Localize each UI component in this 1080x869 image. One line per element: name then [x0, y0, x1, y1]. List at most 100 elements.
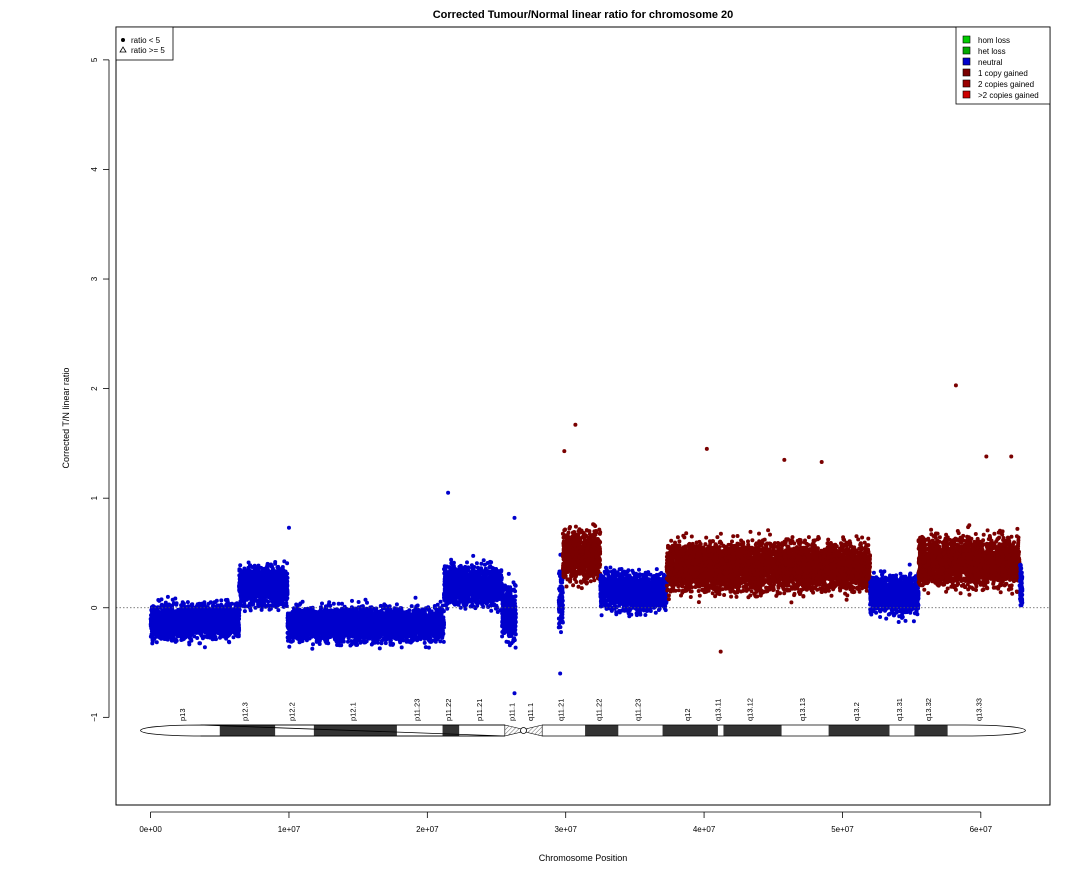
data-point	[205, 608, 209, 612]
data-point	[197, 641, 201, 645]
data-point	[247, 591, 251, 595]
data-point	[209, 613, 213, 617]
data-point	[251, 573, 255, 577]
data-point	[270, 570, 274, 574]
data-point	[162, 618, 166, 622]
data-point	[267, 590, 271, 594]
data-point	[151, 636, 155, 640]
data-point	[181, 609, 185, 613]
data-point	[226, 599, 230, 603]
data-point	[190, 603, 194, 607]
data-point	[166, 617, 170, 621]
data-point	[197, 610, 201, 614]
data-point	[230, 609, 234, 613]
data-point	[271, 603, 275, 607]
data-point	[234, 633, 238, 637]
data-point	[269, 564, 273, 568]
data-point	[423, 641, 427, 645]
data-point	[197, 630, 201, 634]
data-point	[257, 580, 261, 584]
data-point	[231, 620, 235, 624]
data-point	[271, 596, 275, 600]
data-point	[253, 570, 257, 574]
data-point	[239, 579, 243, 583]
data-point	[284, 593, 288, 597]
data-point	[301, 600, 305, 604]
x-axis-label: Chromosome Position	[539, 853, 628, 863]
data-point	[287, 645, 291, 649]
data-point	[152, 622, 156, 626]
data-point	[162, 629, 166, 633]
data-point	[257, 571, 261, 575]
data-point	[282, 605, 286, 609]
data-point	[278, 575, 282, 579]
data-point	[237, 621, 241, 625]
data-point	[266, 576, 270, 580]
data-point	[225, 623, 229, 627]
data-point	[186, 630, 190, 634]
data-point	[266, 571, 270, 575]
data-point	[243, 581, 247, 585]
data-point	[219, 598, 223, 602]
data-point	[151, 613, 155, 617]
data-point	[240, 593, 244, 597]
data-point	[158, 636, 162, 640]
data-point	[177, 612, 181, 616]
data-point	[239, 602, 243, 606]
data-point	[205, 622, 209, 626]
data-point	[155, 640, 159, 644]
data-point	[310, 647, 314, 651]
data-point	[370, 643, 374, 647]
data-point	[232, 628, 236, 632]
data-point	[160, 597, 164, 601]
data-point	[217, 631, 221, 635]
data-point	[282, 602, 286, 606]
chart-title: Corrected Tumour/Normal linear ratio for…	[433, 9, 734, 21]
data-point	[175, 622, 179, 626]
data-point	[211, 617, 215, 621]
data-point	[227, 640, 231, 644]
data-point	[174, 629, 178, 633]
data-point	[210, 620, 214, 624]
data-point	[200, 615, 204, 619]
data-point	[186, 600, 190, 604]
data-point	[209, 623, 213, 627]
data-point	[180, 632, 184, 636]
data-point	[192, 619, 196, 623]
data-point	[152, 630, 156, 634]
data-point	[156, 605, 160, 609]
data-point	[186, 606, 190, 610]
data-point	[195, 636, 199, 640]
data-point	[241, 590, 245, 594]
data-point	[282, 585, 286, 589]
data-point	[163, 613, 167, 617]
data-point	[211, 635, 215, 639]
data-point	[167, 633, 171, 637]
data-point	[239, 569, 243, 573]
data-point	[246, 588, 250, 592]
data-point	[170, 614, 174, 618]
data-point	[220, 630, 224, 634]
data-point	[202, 625, 206, 629]
data-point	[190, 633, 194, 637]
data-point	[208, 630, 212, 634]
data-point	[195, 626, 199, 630]
data-point	[202, 602, 206, 606]
data-point	[251, 602, 255, 606]
data-point	[243, 576, 247, 580]
data-point	[203, 634, 207, 638]
data-point	[220, 609, 224, 613]
data-point	[207, 602, 211, 606]
data-point	[257, 592, 261, 596]
data-point	[248, 596, 252, 600]
data-point	[280, 571, 284, 575]
data-point	[187, 641, 191, 645]
data-point	[172, 637, 176, 641]
data-point	[266, 604, 270, 608]
data-point	[261, 585, 265, 589]
data-point	[213, 600, 217, 604]
data-point	[170, 619, 174, 623]
data-point	[238, 608, 242, 612]
